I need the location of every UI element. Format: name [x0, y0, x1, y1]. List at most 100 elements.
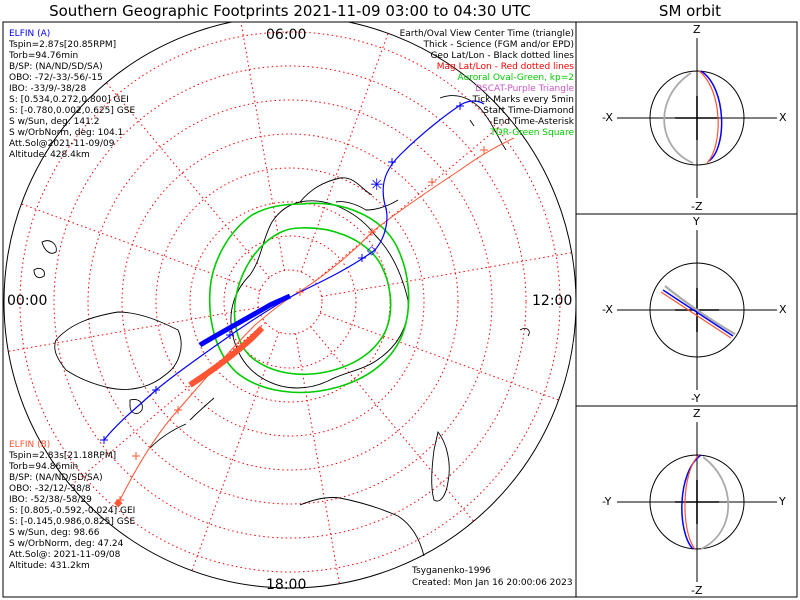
sm-axis-left-label: -X — [602, 303, 613, 316]
orbit-backside — [663, 72, 694, 164]
elfin-b-info-line: Torb=94.86min — [9, 462, 79, 472]
legend-item: TDR-Green Square — [490, 128, 574, 138]
mag-lon-grid — [8, 22, 572, 584]
tick-mark — [174, 406, 182, 414]
elfin-b-info-line: B/SP: (NA/ND/SD/SA) — [9, 473, 103, 483]
islands — [33, 119, 530, 337]
tick-mark — [152, 386, 160, 394]
sm-axis-top-label: Z — [693, 23, 701, 36]
elfin-b-name: ELFIN (B) — [9, 440, 51, 450]
sm-panel-xy — [617, 230, 777, 390]
tick-mark — [428, 178, 436, 186]
elfin-b-info-line: S w/Sun, deg: 98.66 — [9, 528, 100, 538]
mag-meridian — [321, 252, 572, 297]
new-zealand — [149, 397, 215, 449]
sm-axis-bottom-label: -Z — [691, 200, 703, 213]
legend-item: Earth/Oval View Center Time (triangle) — [399, 29, 574, 39]
legend-item: End Time-Asterisk — [492, 117, 574, 127]
sm-panel-yz — [617, 422, 777, 582]
label-18: 18:00 — [266, 577, 307, 593]
tick-mark — [368, 228, 376, 236]
tick-mark — [132, 452, 140, 460]
sm-axis-bottom-label: -Z — [691, 584, 703, 597]
elfin-a-science-segment — [198, 293, 292, 348]
elfin-a-info-line: Torb=94.76min — [9, 51, 79, 61]
sm-axis-right-label: X — [779, 303, 787, 316]
elfin-b-info-line: S: [-0.145,0.986,0.825] GSE — [9, 517, 136, 527]
tick-mark — [100, 436, 108, 444]
mag-meridian — [70, 322, 266, 487]
tick-mark — [358, 254, 366, 262]
elfin-b-info: ELFIN (B) Tspin=2.83s[21.18RPM] Torb=94.8… — [9, 440, 135, 571]
elfin-b-info-line: Tspin=2.83s[21.18RPM] — [9, 451, 117, 461]
south-america-tip — [335, 199, 399, 211]
legend-item: DSCAT-Purple Triangle — [475, 84, 574, 94]
elfin-a-orbit — [700, 70, 723, 162]
legend-item: Tick Marks every 5min — [472, 95, 574, 105]
elfin-a-name: ELFIN (A) — [9, 29, 51, 39]
elfin-b-info-line: S w/OrbNorm, deg: 47.24 — [9, 539, 124, 549]
africa-tip — [299, 497, 425, 557]
orbit-backside — [700, 456, 730, 550]
elfin-a-info-line: IBO: -33/9/-38/28 — [9, 84, 87, 94]
mag-meridian — [21, 203, 261, 292]
elfin-a-info-line: Altitude: 428.4km — [9, 150, 90, 160]
mag-meridian — [319, 312, 559, 401]
map-legend: Earth/Oval View Center Time (triangle) Th… — [400, 29, 574, 139]
elfin-a-info-line: OBO: -72/-33/-56/-15 — [9, 73, 103, 83]
sm-axis-right-label: Y — [779, 495, 786, 508]
elfin-b-info-line: Att.Sol@: 2021-11-09/08 — [9, 550, 121, 560]
earth-circle — [649, 262, 745, 358]
elfin-a-info-line: Tspin=2.87s[20.85RPM] — [9, 40, 117, 50]
tick-mark — [296, 288, 304, 296]
elfin-a-info-line: S w/Sun, deg: 141.2 — [9, 117, 100, 127]
earth-circle — [649, 70, 745, 166]
sm-orbit-title: SM orbit — [658, 2, 722, 20]
elfin-b-info-line: OBO: -32/12/-38/8 — [9, 484, 91, 494]
tick-mark — [226, 331, 234, 339]
legend-item: Start Time-Diamond — [483, 106, 574, 116]
elfin-b-info-line: Altitude: 431.2km — [9, 561, 90, 571]
coastlines — [33, 95, 530, 557]
australia — [54, 311, 182, 390]
madagascar — [431, 430, 450, 502]
legend-item: Mag Lat/Lon - Red dotted lines — [436, 62, 574, 72]
mag-meridian — [314, 117, 510, 282]
elfin-a-orbit — [662, 289, 734, 337]
mag-meridian — [191, 331, 280, 571]
elfin-b-orbit-line — [119, 137, 515, 501]
sm-axis-bottom-label: -Y — [691, 392, 701, 405]
mag-meridian — [105, 82, 270, 278]
label-06: 06:00 — [266, 27, 307, 43]
label-00: 00:00 — [7, 293, 48, 309]
sm-axis-right-label: X — [779, 111, 787, 124]
tick-mark — [388, 158, 396, 166]
elfin-a-info: ELFIN (A) Tspin=2.87s[20.85RPM] Torb=94.7… — [9, 29, 135, 160]
elfin-a-info-line: B/SP: (NA/ND/SD/SA) — [9, 62, 103, 72]
elfin-b-science-segment — [188, 325, 265, 388]
mag-meridian — [8, 307, 259, 352]
tasmania — [129, 399, 143, 414]
elfin-a-info-line: S w/OrbNorm, deg: 104.1 — [9, 128, 124, 138]
orbit-backside — [664, 285, 736, 335]
elfin-b-info-line: S: [0.805,-0.592,-0.024] GEI — [9, 506, 136, 516]
legend-item: Thick - Science (FGM and/or EPD) — [423, 40, 574, 50]
sm-axis-left-label: -Y — [602, 495, 612, 508]
created-stamp: Created: Mon Jan 16 20:00:06 2023 — [412, 578, 573, 588]
sm-panel-xz — [617, 38, 777, 198]
south-america — [439, 95, 507, 151]
mag-meridian — [240, 22, 285, 271]
sm-axis-left-label: -X — [602, 111, 613, 124]
mag-meridian — [300, 33, 389, 273]
tick-mark — [480, 146, 488, 154]
elfin-a-diamond-marker: ◇ — [367, 243, 377, 257]
elfin-a-info-line: Att.Sol@2021-11-09/09 — [9, 139, 115, 149]
elfin-b-orbit — [660, 291, 732, 339]
sm-axis-top-label: Z — [693, 407, 701, 420]
tick-mark — [456, 102, 464, 110]
elfin-a-info-line: S: [0.534,0.272,0.800] GEI — [9, 95, 129, 105]
map-title: Southern Geographic Footprints 2021-11-0… — [49, 2, 531, 20]
legend-item: Geo Lat/Lon - Black dotted lines — [430, 51, 574, 61]
